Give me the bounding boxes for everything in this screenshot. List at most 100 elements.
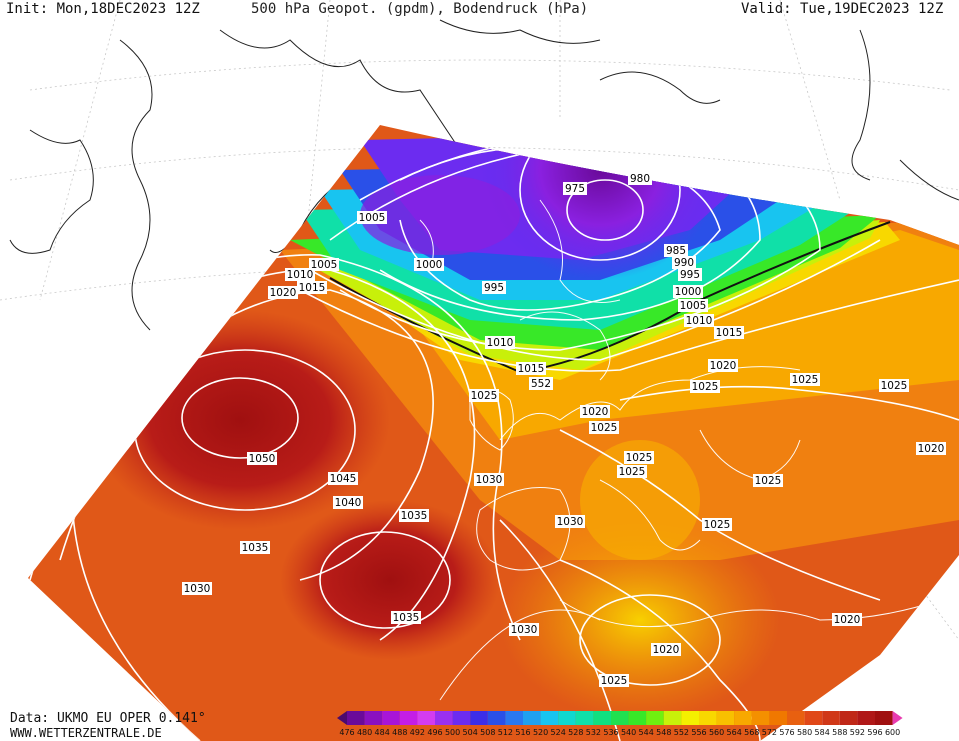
svg-text:1015: 1015 bbox=[518, 363, 545, 375]
legend-swatch bbox=[487, 711, 506, 725]
label-1025-b: 1025 bbox=[690, 380, 720, 393]
svg-text:1020: 1020 bbox=[918, 443, 945, 455]
legend-swatch bbox=[699, 711, 717, 725]
svg-text:1005: 1005 bbox=[311, 259, 338, 271]
legend-swatch bbox=[857, 711, 875, 725]
svg-text:1025: 1025 bbox=[881, 380, 908, 392]
legend-tick-label: 484 bbox=[375, 728, 390, 737]
label-1005-a: 1005 bbox=[357, 211, 387, 224]
svg-text:552: 552 bbox=[531, 378, 551, 390]
chart-title: 500 hPa Geopot. (gpdm), Bodendruck (hPa) bbox=[251, 1, 589, 17]
label-985: 985 bbox=[664, 244, 688, 257]
label-1030-c: 1030 bbox=[182, 582, 212, 595]
label-995-b: 995 bbox=[678, 268, 702, 281]
label-1025-d: 1025 bbox=[790, 373, 820, 386]
svg-text:1030: 1030 bbox=[476, 474, 503, 486]
label-1025-h: 1025 bbox=[753, 474, 783, 487]
legend-tick-label: 524 bbox=[551, 728, 566, 737]
svg-text:1025: 1025 bbox=[619, 466, 646, 478]
legend-swatch bbox=[558, 711, 576, 725]
label-1000-b: 1000 bbox=[673, 285, 703, 298]
label-1000: 1000 bbox=[414, 258, 444, 271]
svg-text:995: 995 bbox=[680, 269, 700, 281]
legend-swatch bbox=[734, 711, 752, 725]
legend-tick-label: 496 bbox=[427, 728, 442, 737]
label-1005-b: 1005 bbox=[309, 258, 339, 271]
color-legend: 476 480 484 488 492 496 500 504 508 512 516 520 524 5… bbox=[337, 711, 903, 737]
label-1015-a: 1015 bbox=[714, 326, 744, 339]
legend-swatch bbox=[364, 711, 383, 725]
legend-tick-label: 492 bbox=[410, 728, 425, 737]
label-1015-b: 1015 bbox=[297, 281, 327, 294]
legend-tick-label: 532 bbox=[586, 728, 601, 737]
legend-swatch bbox=[751, 711, 770, 725]
label-1010-a: 1010 bbox=[684, 314, 714, 327]
legend-tick-label: 536 bbox=[603, 728, 618, 737]
svg-text:1030: 1030 bbox=[184, 583, 211, 595]
svg-text:1035: 1035 bbox=[393, 612, 420, 624]
legend-tick-label: 572 bbox=[762, 728, 777, 737]
legend-tick-label: 540 bbox=[621, 728, 636, 737]
legend-swatch bbox=[540, 711, 559, 725]
label-990: 990 bbox=[672, 256, 696, 269]
legend-swatch bbox=[716, 711, 735, 725]
svg-text:1030: 1030 bbox=[557, 516, 584, 528]
svg-text:1050: 1050 bbox=[249, 453, 276, 465]
svg-text:990: 990 bbox=[674, 257, 694, 269]
legend-swatch bbox=[628, 711, 647, 725]
label-1025-f: 1025 bbox=[624, 451, 654, 464]
svg-text:1015: 1015 bbox=[716, 327, 743, 339]
svg-text:1000: 1000 bbox=[675, 286, 702, 298]
legend-swatch bbox=[347, 711, 365, 725]
legend-swatch bbox=[611, 711, 629, 725]
svg-text:1005: 1005 bbox=[680, 300, 707, 312]
svg-text:1020: 1020 bbox=[270, 287, 297, 299]
legend-arrow-left bbox=[337, 711, 347, 725]
label-1025-i: 1025 bbox=[599, 674, 629, 687]
legend-swatch bbox=[822, 711, 840, 725]
legend-swatches bbox=[337, 711, 903, 725]
label-1020-c: 1020 bbox=[580, 405, 610, 418]
label-1025-g: 1025 bbox=[617, 465, 647, 478]
coastline-outside bbox=[9, 19, 959, 331]
legend-swatch bbox=[523, 711, 541, 725]
legend-swatch bbox=[505, 711, 523, 725]
label-975: 975 bbox=[563, 182, 587, 195]
legend-swatch bbox=[681, 711, 699, 725]
label-1020-b: 1020 bbox=[708, 359, 738, 372]
legend-arrow-right bbox=[892, 711, 903, 725]
svg-text:1010: 1010 bbox=[287, 269, 314, 281]
svg-text:1025: 1025 bbox=[792, 374, 819, 386]
legend-swatch bbox=[470, 711, 488, 725]
label-552: 552 bbox=[529, 377, 553, 390]
legend-tick-label: 564 bbox=[727, 728, 742, 737]
svg-text:1005: 1005 bbox=[359, 212, 386, 224]
svg-text:1020: 1020 bbox=[710, 360, 737, 372]
svg-text:1035: 1035 bbox=[401, 510, 428, 522]
legend-tick-label: 544 bbox=[639, 728, 654, 737]
svg-text:1025: 1025 bbox=[755, 475, 782, 487]
legend-swatch bbox=[575, 711, 594, 725]
legend-swatch bbox=[663, 711, 682, 725]
legend-tick-label: 480 bbox=[357, 728, 372, 737]
label-1045: 1045 bbox=[328, 472, 358, 485]
label-1025-c: 1025 bbox=[589, 421, 619, 434]
svg-text:1010: 1010 bbox=[686, 315, 713, 327]
label-1010-b: 1010 bbox=[285, 268, 315, 281]
label-1030-d: 1030 bbox=[509, 623, 539, 636]
svg-text:1015: 1015 bbox=[299, 282, 326, 294]
label-1005-c: 1005 bbox=[678, 299, 708, 312]
svg-text:1025: 1025 bbox=[626, 452, 653, 464]
svg-text:1030: 1030 bbox=[511, 624, 538, 636]
legend-tick-label: 528 bbox=[568, 728, 583, 737]
legend-swatch bbox=[804, 711, 823, 725]
legend-tick-label: 592 bbox=[850, 728, 865, 737]
label-980: 980 bbox=[628, 172, 652, 185]
legend-tick-label: 560 bbox=[709, 728, 724, 737]
svg-text:1025: 1025 bbox=[601, 675, 628, 687]
legend-tick-label: 600 bbox=[885, 728, 900, 737]
legend-swatch bbox=[875, 711, 893, 725]
legend-swatch bbox=[593, 711, 611, 725]
legend-swatch bbox=[417, 711, 435, 725]
